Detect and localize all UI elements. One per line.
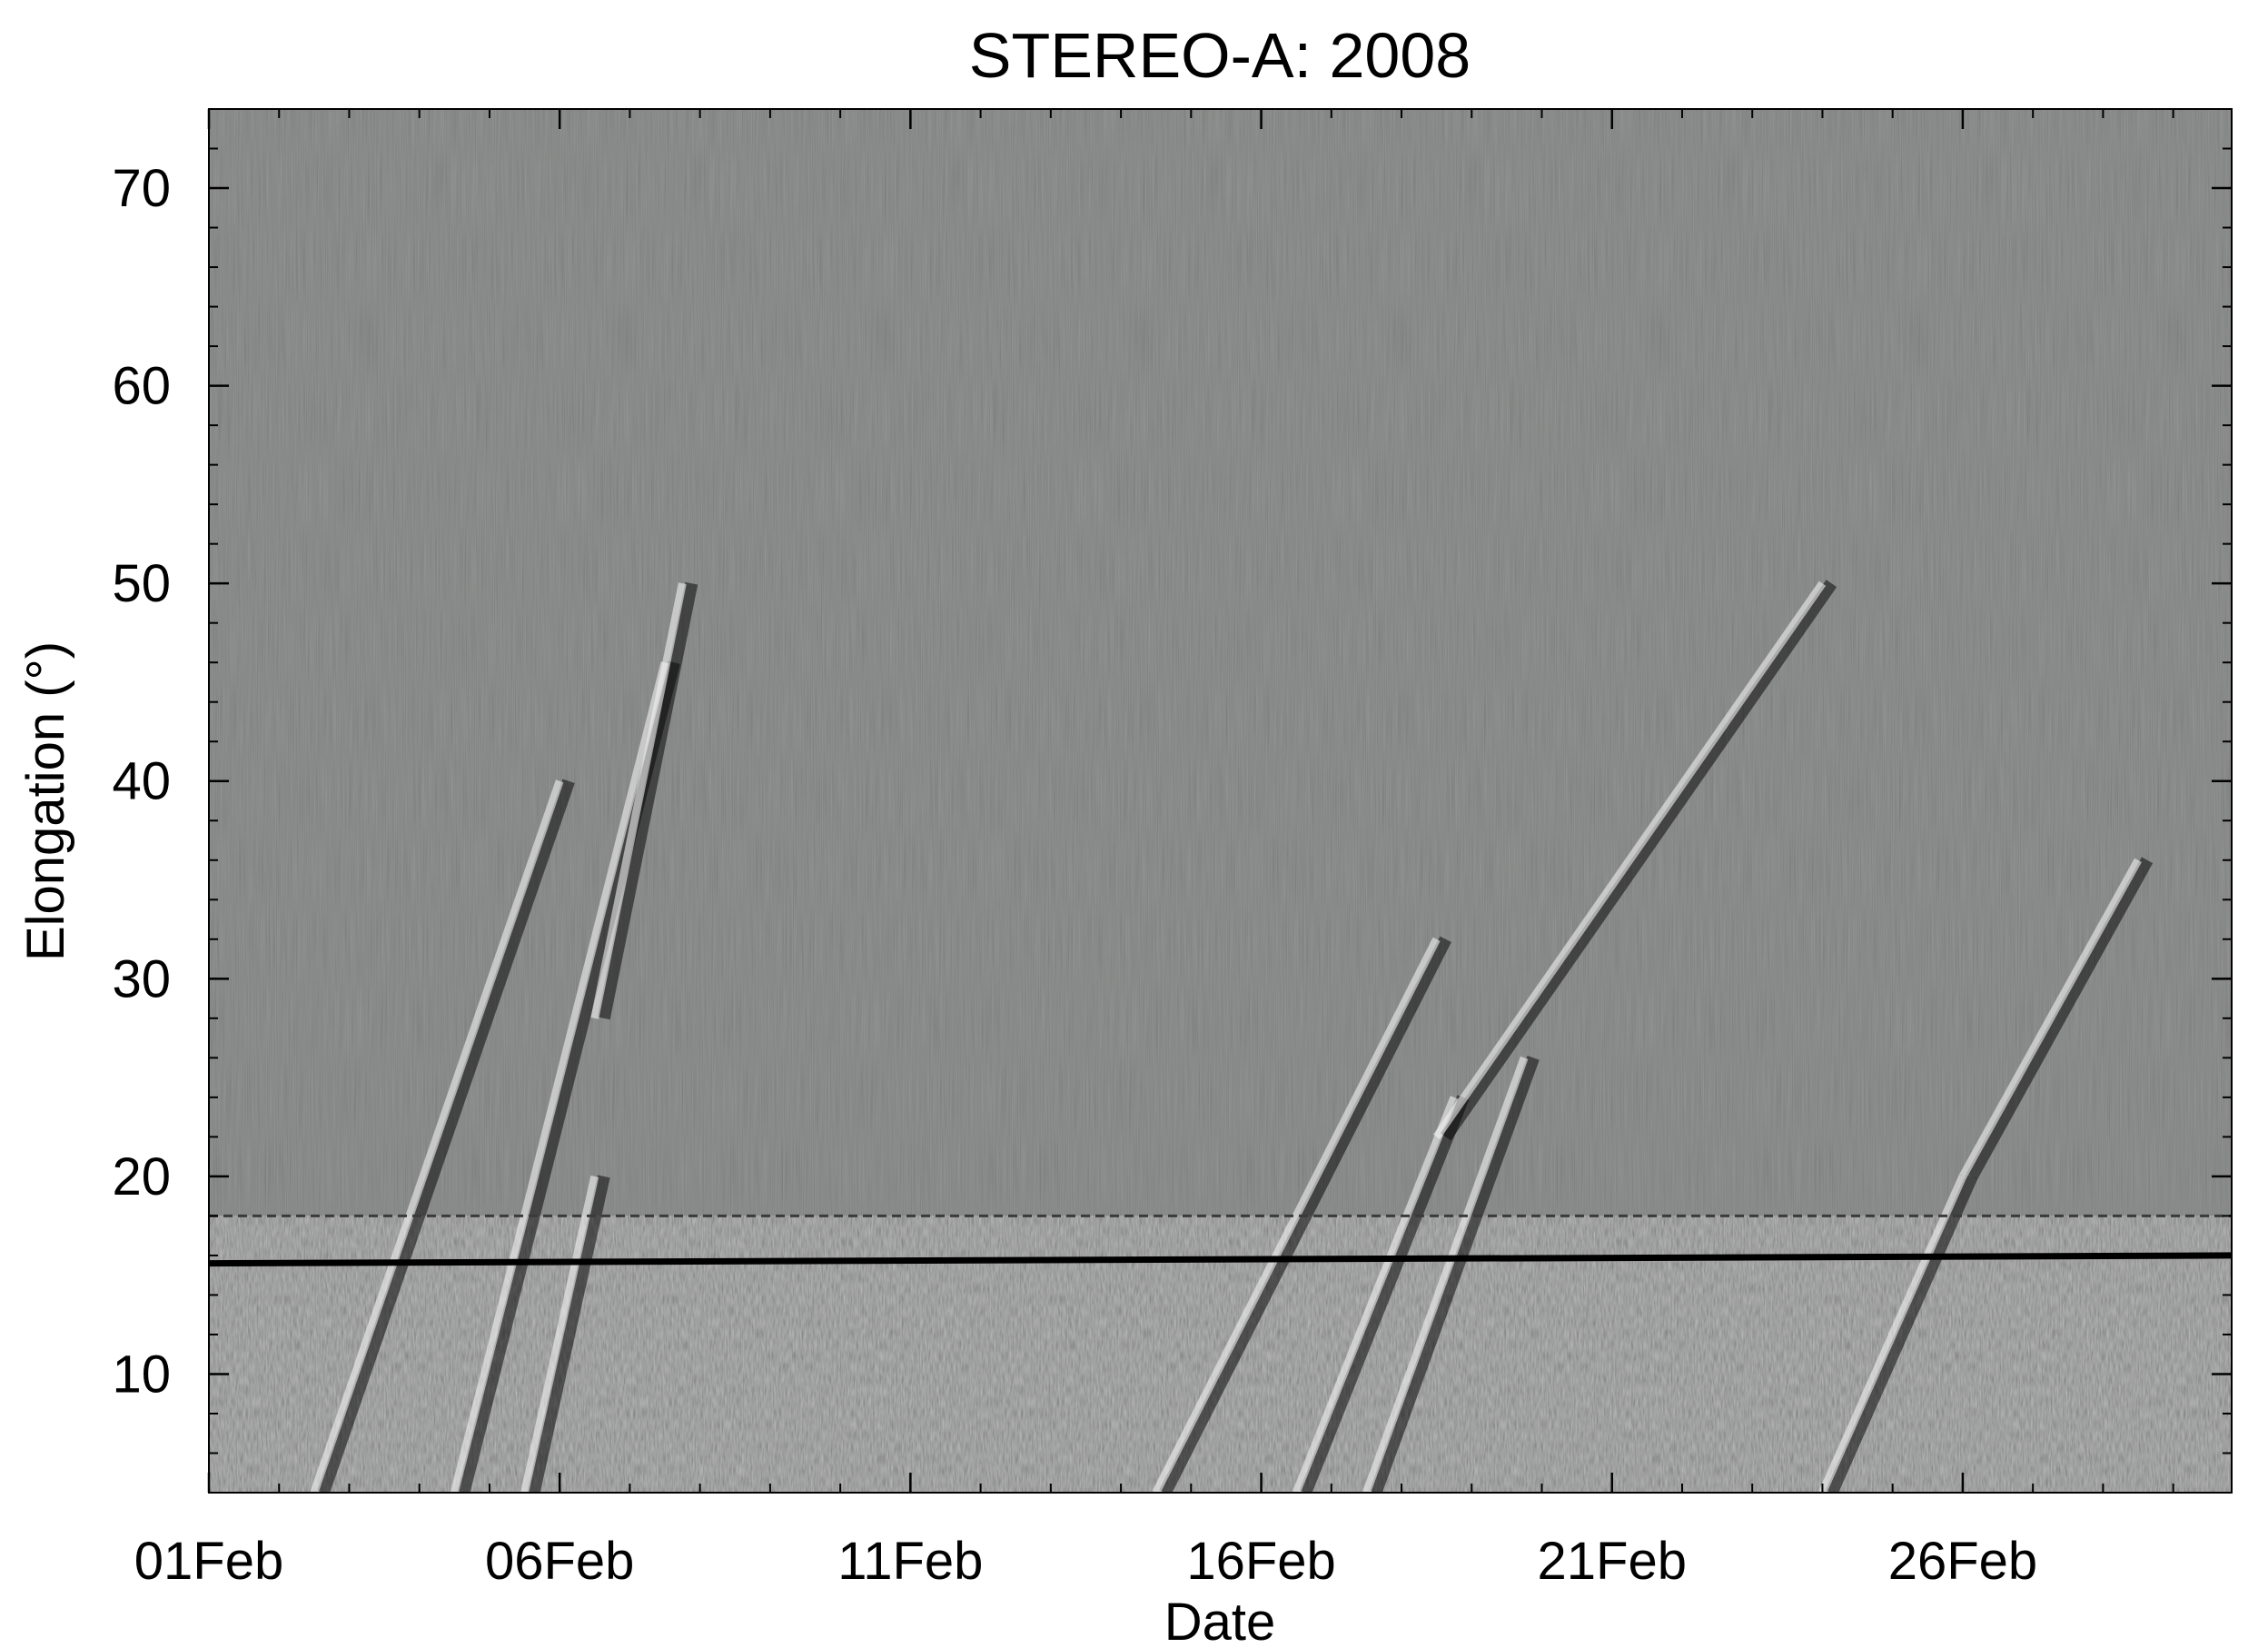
track-dark-edge bbox=[1369, 1055, 1540, 1493]
x-tick-label: 26Feb bbox=[1888, 1532, 2037, 1591]
track-bright-edge bbox=[1292, 1096, 1459, 1493]
track-bright-edge bbox=[450, 661, 669, 1493]
x-axis-label: Date bbox=[1164, 1593, 1276, 1648]
y-tick-label: 60 bbox=[112, 357, 171, 416]
plot-frame bbox=[208, 108, 2233, 1494]
track-bright-edge bbox=[590, 582, 687, 1019]
chart-title: STEREO-A: 2008 bbox=[969, 20, 1471, 91]
x-axis: 01Feb 06Feb 11Feb 16Feb 21Feb 26Feb bbox=[134, 109, 2174, 1591]
track-dark-edge bbox=[1299, 1095, 1470, 1493]
track-bright-edge bbox=[1432, 581, 1827, 1139]
x-tick-label: 06Feb bbox=[485, 1532, 634, 1591]
y-tick-label: 30 bbox=[112, 949, 171, 1008]
track-bright-edge bbox=[310, 779, 564, 1493]
track-dark-edge bbox=[1966, 857, 2154, 1180]
y-tick-label: 40 bbox=[112, 752, 171, 811]
track-dark-edge bbox=[317, 779, 575, 1493]
x-tick-label: 21Feb bbox=[1538, 1532, 1687, 1591]
x-tick-label: 11Feb bbox=[837, 1532, 983, 1591]
y-axis: 10 20 30 40 50 60 70 bbox=[112, 108, 2232, 1494]
y-tick-label: 50 bbox=[112, 554, 171, 613]
track-dark-edge bbox=[1440, 580, 1837, 1141]
x-tick-label: 16Feb bbox=[1186, 1532, 1335, 1591]
y-tick-label: 70 bbox=[112, 159, 171, 218]
track-dark-edge bbox=[527, 1175, 610, 1493]
plot-area bbox=[209, 109, 2232, 1493]
x-tick-label: 01Feb bbox=[134, 1532, 283, 1591]
reference-line bbox=[209, 1252, 2232, 1267]
track-bright-edge bbox=[1152, 937, 1441, 1493]
track-bright-edge bbox=[520, 1175, 599, 1493]
track-bright-edge bbox=[1818, 1175, 1967, 1493]
track-dark-edge bbox=[1826, 1174, 1978, 1493]
track-dark-edge bbox=[597, 581, 698, 1020]
track-bright-edge bbox=[1362, 1056, 1529, 1493]
track-bright-edge bbox=[1958, 858, 2142, 1179]
y-tick-label: 10 bbox=[112, 1345, 171, 1404]
y-axis-label: Elongation (°) bbox=[16, 641, 75, 961]
y-tick-label: 20 bbox=[112, 1147, 171, 1206]
